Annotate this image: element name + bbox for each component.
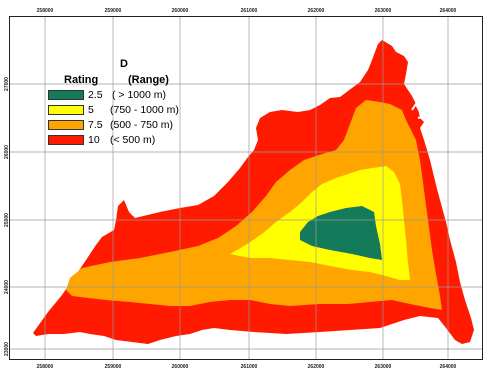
- legend-rating-header: Rating: [64, 74, 99, 86]
- x-tick-bottom-1: 259000: [104, 364, 122, 370]
- x-tick-top-1: 259000: [104, 8, 122, 14]
- harbor-notch-line: [411, 102, 429, 119]
- x-tick-top-2: 260000: [171, 8, 189, 14]
- legend-range-header: (Range): [128, 74, 169, 86]
- legend-range-value: (750 - 1000 m): [110, 104, 179, 116]
- legend-range-value: (500 - 750 m): [110, 119, 174, 131]
- legend-rating-value: 10: [88, 134, 100, 146]
- x-tick-top-5: 263000: [374, 8, 392, 14]
- legend-swatch: [48, 135, 84, 145]
- legend-range-value: ( > 1000 m): [112, 89, 166, 101]
- map-grid: [10, 17, 482, 359]
- x-tick-top-3: 261000: [240, 8, 258, 14]
- legend-swatch: [48, 90, 84, 100]
- x-tick-bottom-2: 260000: [171, 364, 189, 370]
- x-tick-bottom-0: 258000: [36, 364, 54, 370]
- legend-swatch: [48, 120, 84, 130]
- legend-swatch: [48, 105, 84, 115]
- legend-rating-value: 5: [88, 104, 94, 116]
- x-tick-bottom-6: 264000: [439, 364, 457, 370]
- x-tick-top-0: 258000: [36, 8, 54, 14]
- legend-rating-value: 7.5: [88, 119, 103, 131]
- x-tick-top-4: 262000: [307, 8, 325, 14]
- x-tick-bottom-4: 262000: [307, 364, 325, 370]
- map-legend: D Rating (Range) 2.5 ( > 1000 m) 5 (750 …: [48, 58, 208, 158]
- x-tick-bottom-5: 263000: [374, 364, 392, 370]
- legend-item: 7.5 (500 - 750 m): [48, 119, 208, 132]
- legend-range-value: (< 500 m): [110, 134, 156, 146]
- legend-item: 5 (750 - 1000 m): [48, 104, 208, 117]
- zone-rating-2.5: [300, 206, 382, 260]
- x-tick-bottom-3: 261000: [240, 364, 258, 370]
- x-tick-top-6: 264000: [439, 8, 457, 14]
- legend-rating-value: 2.5: [88, 89, 103, 101]
- legend-item: 2.5 ( > 1000 m): [48, 89, 208, 102]
- legend-item: 10 (< 500 m): [48, 134, 208, 147]
- legend-title: D: [120, 58, 128, 70]
